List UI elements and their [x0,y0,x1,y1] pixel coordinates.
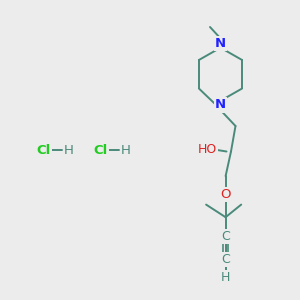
Text: C: C [221,230,230,243]
Text: Cl: Cl [93,143,108,157]
Text: HO: HO [198,143,217,157]
Text: N: N [215,98,226,112]
Text: C: C [221,253,230,266]
Text: Cl: Cl [36,143,51,157]
Text: H: H [64,143,74,157]
Text: H: H [121,143,131,157]
Text: O: O [220,188,231,201]
Text: H: H [221,271,230,284]
Text: N: N [215,37,226,50]
